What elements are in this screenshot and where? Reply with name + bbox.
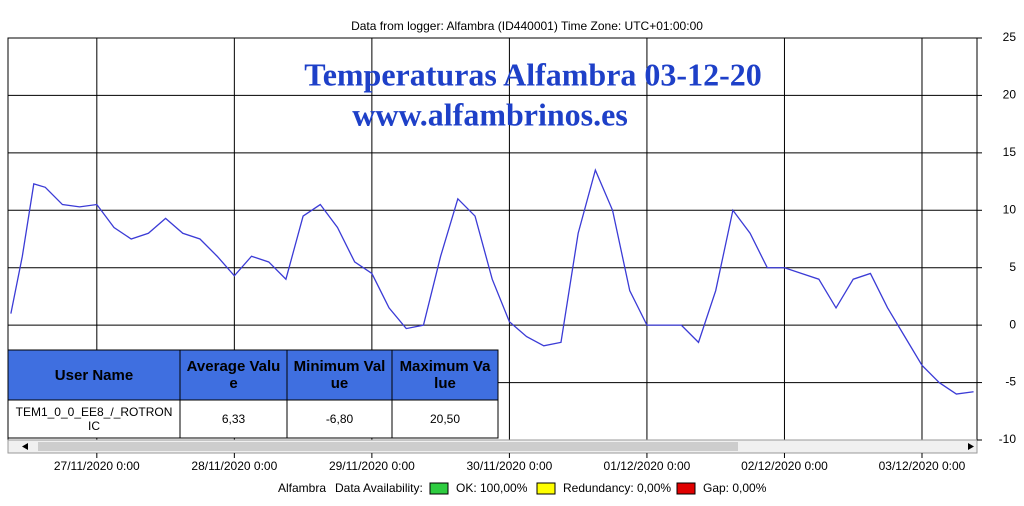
availability-label: Data Availability: [335, 481, 423, 495]
x-tick-label: 27/11/2020 0:00 [54, 459, 140, 473]
x-tick-label: 30/11/2020 0:00 [466, 459, 552, 473]
x-tick-label: 01/12/2020 0:00 [604, 459, 691, 473]
legend-series: Alfambra [278, 481, 326, 495]
availability-item: Gap: 0,00% [703, 481, 767, 495]
y-tick-label: 20 [1003, 88, 1017, 102]
y-tick-label: 5 [1009, 260, 1016, 274]
table-header-cell: Average Value [186, 358, 281, 392]
table-row-bg [7, 399, 499, 439]
y-tick-label: 0 [1009, 317, 1016, 331]
y-tick-label: -5 [1005, 375, 1016, 389]
table-header-cell: Minimum Value [293, 358, 386, 392]
x-tick-label: 28/11/2020 0:00 [191, 459, 277, 473]
y-tick-label: 15 [1003, 145, 1017, 159]
chart-title: Data from logger: Alfambra (ID440001) Ti… [351, 19, 703, 33]
y-tick-label: -10 [999, 432, 1017, 446]
overlay-url: www.alfambrinos.es [352, 96, 628, 132]
availability-swatch [536, 482, 556, 495]
availability-swatch [676, 482, 696, 495]
table-cell: TEM1_0_0_EE8_/_ROTRONIC [15, 405, 173, 433]
overlay-title: Temperaturas Alfambra 03-12-20 [304, 56, 761, 92]
series-line [10, 168, 974, 395]
scroll-left[interactable] [22, 443, 28, 450]
availability-swatch [429, 482, 449, 495]
table-header-cell: Maximum Value [399, 358, 491, 392]
x-tick-label: 29/11/2020 0:00 [329, 459, 415, 473]
table-cell: 6,33 [221, 412, 246, 426]
y-tick-label: 10 [1003, 202, 1017, 216]
legend: Alfambra Data Availability: OK: 100,00% Red… [278, 481, 767, 495]
availability-item: Redundancy: 0,00% [563, 481, 671, 495]
y-tick-label: 25 [1003, 30, 1017, 44]
table-cell: 20,50 [429, 412, 461, 426]
x-tick-label: 02/12/2020 0:00 [741, 459, 828, 473]
scroll-right[interactable] [968, 443, 974, 450]
x-tick-label: 03/12/2020 0:00 [879, 459, 966, 473]
table-text: User Name Average Value Minimum Value Maxim… [8, 350, 498, 438]
scrollbar [7, 439, 978, 454]
scroll-thumb[interactable] [38, 442, 738, 451]
table-cell: -6,80 [325, 412, 354, 426]
table-grid: User Name Average Value Minimum Value Maxim… [8, 350, 498, 438]
lines [10, 168, 974, 395]
table-header-cell: User Name [54, 366, 134, 384]
availability-item: OK: 100,00% [456, 481, 528, 495]
stats-table [7, 349, 499, 439]
